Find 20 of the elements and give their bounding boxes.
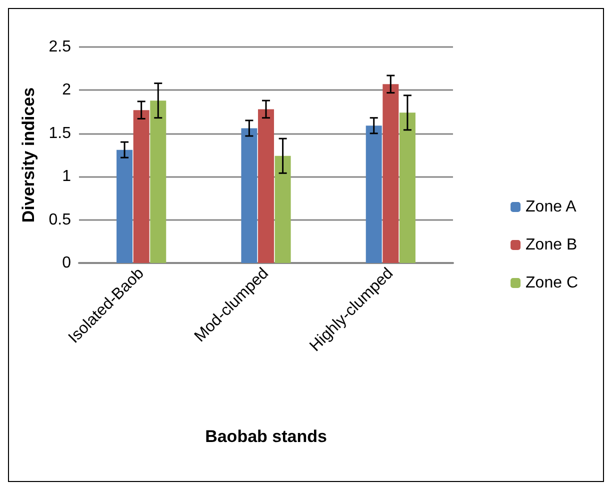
y-axis-title: Diversity indices	[19, 87, 38, 223]
legend-label: Zone C	[526, 274, 578, 292]
y-tick-label: 0.5	[48, 211, 72, 228]
bar	[399, 112, 416, 263]
bar	[116, 150, 133, 263]
y-tick-label: 1.5	[48, 124, 72, 142]
bar	[150, 100, 166, 263]
bar	[366, 126, 382, 263]
bar	[274, 156, 291, 263]
bar	[241, 128, 258, 263]
legend-label: Zone B	[526, 236, 578, 254]
legend-label: Zone A	[526, 198, 577, 216]
bar	[133, 110, 150, 263]
y-tick-label: 2.5	[48, 38, 72, 56]
y-tick-label: 2	[62, 82, 72, 99]
y-tick-label: 1	[62, 168, 72, 186]
x-axis-title: Baobab stands	[205, 427, 327, 446]
bar	[258, 109, 274, 263]
y-tick-label: 0	[62, 254, 72, 272]
bar	[382, 84, 399, 263]
